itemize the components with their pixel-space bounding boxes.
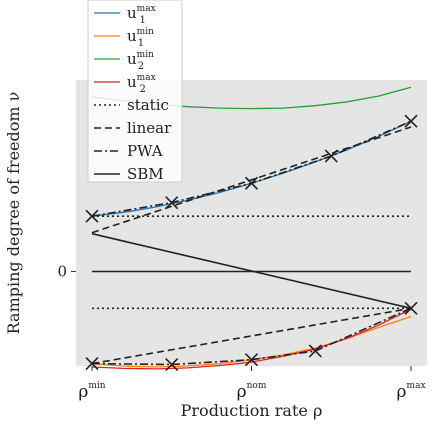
x-tick-label: ρnom: [237, 381, 267, 402]
x-tick-label: ρmin: [78, 381, 105, 402]
series-line: [91, 308, 412, 370]
series-u-2-max: [91, 308, 412, 370]
x-marker: [165, 357, 179, 372]
legend-entry: PWA: [94, 142, 163, 160]
x-marker: [85, 209, 99, 223]
y-tick-label: 0: [57, 262, 67, 280]
axis-layer: ρmin ρnom ρmax 0: [57, 262, 425, 402]
x-tick-label: ρmax: [397, 381, 426, 402]
legend-label: PWA: [127, 142, 163, 160]
series-sbm: [91, 232, 412, 310]
x-marker: [324, 149, 338, 163]
legend-label: umin 1: [127, 27, 154, 49]
x-marker: [404, 114, 418, 128]
legend-entry: SBM: [94, 165, 164, 183]
x-marker: [85, 357, 99, 371]
series-line: [91, 307, 412, 366]
legend-entry: umin 2: [94, 50, 154, 72]
x-marker: [244, 353, 259, 367]
legend-label: static: [127, 96, 169, 114]
x-marker: [244, 176, 259, 190]
legend-label: umin 2: [127, 50, 154, 72]
x-marker: [165, 196, 179, 210]
legend-entry: umax 1: [94, 4, 156, 26]
x-axis-label: Production rate ρ: [181, 401, 323, 420]
series-line: [91, 307, 412, 365]
legend-label: linear: [127, 119, 172, 137]
y-axis-label: Ramping degree of freedom ν: [4, 92, 23, 335]
legend-box: [87, 0, 183, 183]
legend-label: umax 2: [127, 73, 156, 95]
legend-label: umax 1: [127, 4, 156, 26]
series-static: [92, 215, 411, 310]
legend-entry: linear: [94, 119, 172, 137]
legend-entry: umax 2: [94, 73, 156, 95]
x-marker: [404, 301, 418, 315]
legend-entry: umin 1: [94, 27, 154, 49]
legend-entry: static: [94, 96, 169, 114]
legend-label: SBM: [127, 165, 164, 183]
marker-layer: [85, 114, 418, 372]
x-marker: [308, 344, 322, 358]
